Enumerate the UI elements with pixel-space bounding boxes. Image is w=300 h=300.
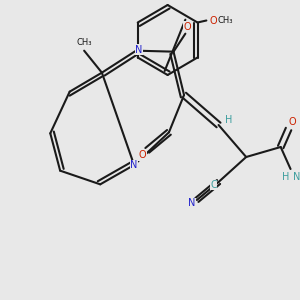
Text: O: O (139, 150, 146, 160)
Text: CH₃: CH₃ (218, 16, 233, 25)
Text: H: H (225, 115, 232, 125)
Text: N: N (135, 45, 143, 55)
Text: C: C (210, 180, 217, 190)
Text: N: N (293, 172, 300, 182)
Text: O: O (184, 22, 191, 32)
Text: CH₃: CH₃ (76, 38, 92, 47)
Text: N: N (130, 160, 138, 170)
Text: O: O (289, 117, 296, 127)
Text: H: H (282, 172, 289, 182)
Text: N: N (188, 198, 196, 208)
Text: O: O (209, 16, 217, 26)
